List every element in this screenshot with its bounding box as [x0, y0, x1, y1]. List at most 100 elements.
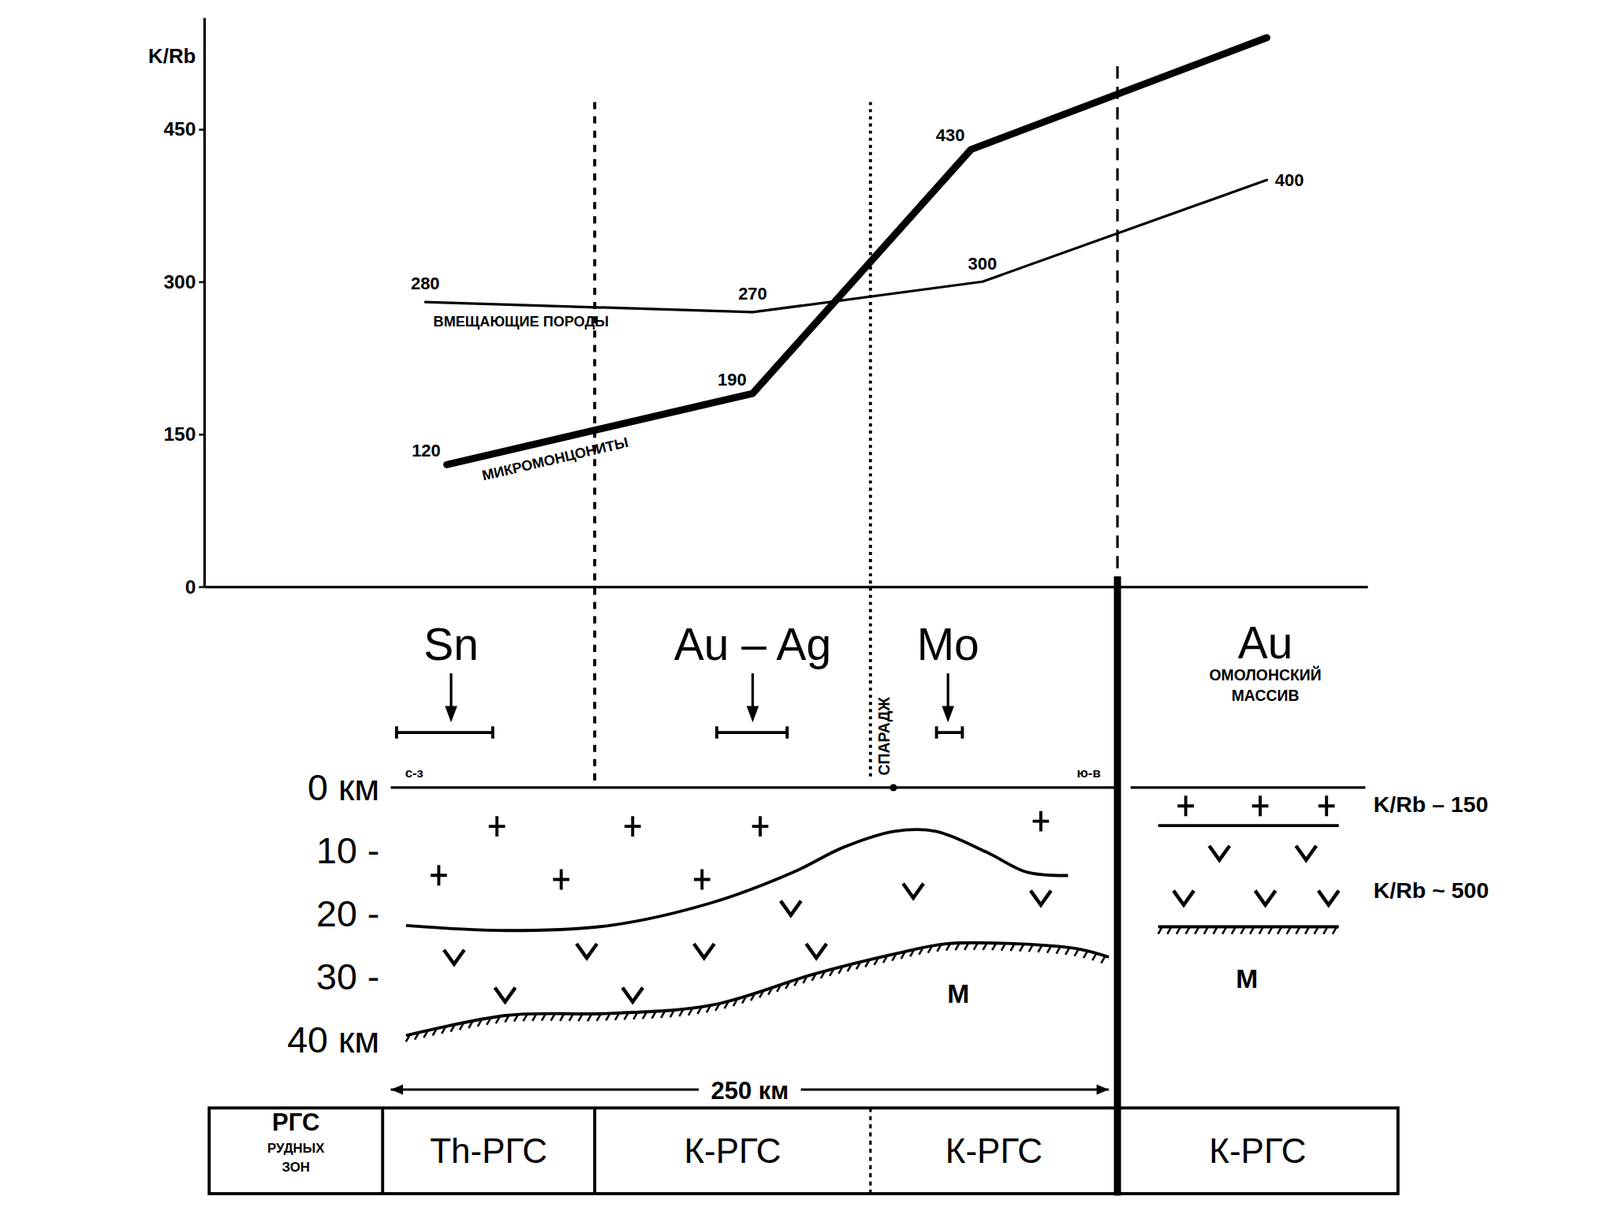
data-label: 280	[410, 274, 441, 295]
ore-label: Mo	[917, 619, 980, 670]
ore-arrowhead	[941, 705, 955, 723]
basalt-symbol	[1255, 891, 1276, 906]
ore-range	[716, 726, 787, 739]
x-axis-line	[204, 585, 1368, 589]
table-cell: К-РГС	[945, 1131, 1043, 1171]
zone-boundary	[868, 101, 873, 781]
ore-label: Au – Ag	[674, 619, 832, 670]
granite-symbol	[1252, 795, 1269, 817]
data-label: 400	[1275, 170, 1305, 191]
basalt-symbol	[780, 901, 802, 916]
y-tick-label: 300	[163, 271, 196, 293]
granite-base	[406, 829, 1069, 931]
granite-symbol	[693, 869, 711, 891]
depth-tick-label: 30 -	[316, 956, 380, 998]
basalt-symbol	[693, 943, 715, 959]
depth-tick-label: 40 км	[287, 1019, 380, 1061]
y-tick-label: 0	[185, 576, 197, 598]
y-tick: 300	[163, 271, 204, 293]
y-tick-label: 150	[163, 423, 196, 445]
y-axis: 0 150 300 450	[163, 18, 205, 598]
moho-label: M	[1235, 964, 1258, 994]
granite-symbol	[1033, 811, 1050, 832]
data-label: 300	[968, 253, 998, 274]
basalt-symbol	[1030, 891, 1052, 906]
basalt-symbol	[1295, 846, 1317, 861]
granite-symbol	[1177, 795, 1194, 817]
right-panel-subtitle: ОМОЛОНСКИЙМАССИВ	[1208, 665, 1321, 705]
moho-hatch	[406, 943, 1106, 1043]
ore-label: Au	[1238, 617, 1294, 668]
basalt-symbol	[902, 883, 924, 899]
panel-divider	[1114, 576, 1122, 1196]
scale-bar-label: 250 км	[710, 1077, 789, 1105]
surface-line	[391, 786, 1119, 789]
y-tick-mark	[198, 128, 204, 131]
granite-symbol	[552, 869, 570, 891]
y-axis-title: K/Rb	[148, 44, 196, 68]
ore-range	[936, 726, 963, 739]
moho	[406, 943, 1109, 1037]
table-cell: К-РГС	[1208, 1131, 1306, 1171]
series-line	[447, 37, 1268, 466]
table-divider	[593, 1107, 597, 1194]
y-tick: 150	[163, 423, 204, 445]
series-label: МИКРОМОНЦОНИТЫ	[481, 434, 631, 484]
layer-label: K/Rb – 150	[1373, 791, 1489, 817]
table-divider	[380, 1107, 385, 1194]
basalt-symbol	[1208, 846, 1230, 861]
data-label: 430	[936, 125, 966, 146]
y-tick: 0	[185, 576, 205, 598]
table-cell: К-РГС	[683, 1131, 781, 1171]
depth-tick-label: 10 -	[316, 830, 380, 872]
zone-boundary	[1115, 66, 1119, 577]
basalt-symbol	[443, 950, 465, 965]
moho-hatch	[1158, 926, 1337, 934]
ore-arrowhead	[444, 705, 458, 723]
table-divider	[868, 1107, 872, 1194]
table-frame	[208, 1107, 1399, 1194]
data-label: 120	[411, 440, 441, 461]
layer-label: K/Rb ~ 500	[1373, 877, 1489, 903]
figure: 0 150 300 450 K/Rb 280 270 300 400 120 190 430 ВМЕЩА…	[0, 0, 1600, 1211]
surface-line	[1130, 786, 1366, 789]
y-tick-label: 450	[163, 118, 196, 140]
y-tick-mark	[198, 281, 204, 284]
series-label: ВМЕЩАЮЩИЕ ПОРОДЫ	[433, 313, 609, 330]
place-label: СПАРАДЖ	[875, 697, 893, 776]
plot-area	[425, 37, 1267, 466]
granite-symbol	[488, 816, 506, 837]
granite-symbol	[430, 865, 448, 886]
end-label: с-з	[405, 765, 424, 781]
depth-tick-label: 0 км	[307, 767, 380, 809]
data-label: 190	[717, 369, 747, 390]
scale-bar-label-bg	[698, 1073, 801, 1104]
table-cell: Th-РГС	[429, 1131, 548, 1171]
granite-symbol	[624, 816, 642, 837]
moho-label: M	[947, 979, 970, 1009]
y-tick-mark	[198, 585, 204, 589]
granite-symbol	[1318, 795, 1336, 817]
moho	[1158, 925, 1339, 929]
table-header: РГСРУДНЫХЗОН	[267, 1108, 325, 1175]
basalt-symbol	[805, 943, 827, 959]
basalt-symbol	[622, 988, 643, 1003]
basalt-symbol	[495, 988, 516, 1003]
y-tick: 450	[163, 118, 204, 140]
basalt-symbol	[576, 943, 597, 959]
granite-base	[1158, 824, 1339, 828]
table-divider	[1115, 1107, 1119, 1194]
x-axis	[204, 586, 1368, 588]
y-tick-mark	[198, 433, 204, 437]
end-label: ю-в	[1077, 765, 1101, 781]
granite-symbol	[752, 816, 769, 837]
place-point	[889, 783, 897, 791]
ore-range	[396, 726, 493, 739]
y-axis-line	[203, 18, 206, 588]
basalt-symbol	[1318, 891, 1339, 906]
ore-label: Sn	[423, 619, 479, 670]
ore-arrowhead	[746, 705, 760, 723]
basalt-symbol	[1173, 891, 1194, 906]
depth-tick-label: 20 -	[316, 893, 380, 935]
data-label: 270	[738, 283, 768, 304]
